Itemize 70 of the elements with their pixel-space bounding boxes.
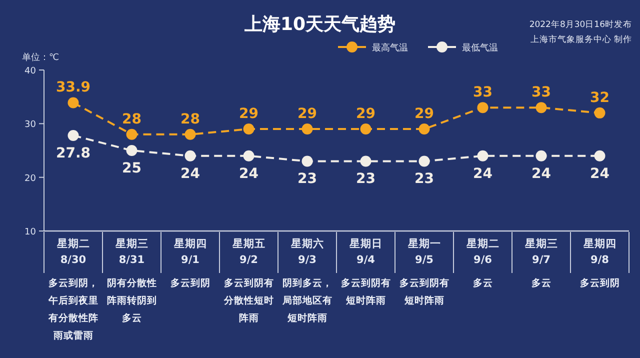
chart-title: 上海10天天气趋势 [243,14,396,35]
data-label: 24 [473,166,493,182]
text: 多云到阴，午后到夜里有分散性阵雨或雷雨 [47,277,98,342]
data-label: 28 [122,111,142,128]
x-tick-label: 星期三 8/31 [114,237,148,266]
point [68,130,79,141]
x-tick-label: 星期四 9/8 [582,237,616,266]
text: 多云到阴 [580,277,620,289]
text: 多云到阴有分散性短时阵雨 [222,277,274,324]
data-label: 33 [532,84,551,101]
text: 多云到阴 [170,277,210,289]
legend-label: 最低气温 [462,42,498,54]
text: 多云到阴有短时阵雨 [340,277,391,306]
text: 阴有分散性阵雨转阴到多云 [106,277,157,324]
text: 多云到阴有短时阵雨 [399,277,450,306]
y-tick-label: 30 [24,120,36,130]
x-tick-label: 星期四 9/1 [172,237,207,266]
text: 阴到多云，局部地区有短时阵雨 [281,277,332,324]
x-tick-label: 星期二 8/30 [56,237,90,266]
data-label: 27.8 [56,145,91,162]
text: 上海市气象服务中心 制作 [530,34,632,45]
point [126,128,138,140]
point [126,145,138,156]
x-tick-label: 星期三 9/7 [524,237,558,266]
point [418,124,430,135]
point [184,150,196,162]
data-label: 24 [532,166,552,182]
data-label: 23 [298,171,317,188]
point [360,156,372,167]
data-label: 29 [239,106,258,122]
point [243,124,254,135]
data-label: 29 [356,106,376,122]
legend-label: 最高气温 [372,42,408,54]
data-label: 25 [122,160,142,176]
text: 多云 [472,277,493,289]
data-label: 23 [414,171,434,188]
text: 多云 [531,277,552,289]
point [477,102,488,114]
data-label: 33 [473,84,492,101]
x-tick-label: 星期六 9/3 [290,237,324,266]
point [594,150,606,162]
y-axis-title: 单位：℃ [22,52,60,63]
point [594,107,606,118]
y-tick-label: 10 [24,228,36,238]
x-tick-label: 星期二 9/6 [465,237,500,266]
point [68,97,79,108]
data-label: 28 [180,111,200,128]
data-label: 33.9 [56,80,91,96]
data-label: 24 [590,166,610,182]
x-tick-label: 星期五 9/2 [231,237,266,266]
data-label: 32 [590,90,610,106]
data-label: 23 [356,171,376,188]
data-label: 24 [239,166,259,182]
point [302,156,313,167]
point [184,128,196,140]
point [360,124,372,135]
point [418,156,430,167]
x-tick-label: 星期一 9/5 [406,237,441,266]
point [302,124,313,135]
x-tick-label: 星期日 9/4 [348,237,382,266]
y-tick-label: 40 [24,66,36,76]
point [536,102,547,114]
point [243,150,254,162]
point [477,150,488,162]
point [536,150,547,162]
data-label: 29 [298,106,317,122]
data-label: 24 [180,166,200,182]
text: 2022年8月30日16时发布 [529,19,632,30]
y-tick-label: 20 [24,174,36,184]
data-label: 29 [414,106,434,122]
